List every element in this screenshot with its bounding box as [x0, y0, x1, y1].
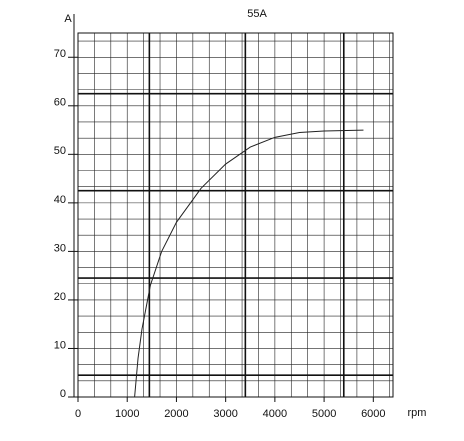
x-tick-label: 3000 — [213, 408, 237, 420]
y-tick-label: 70 — [54, 48, 66, 60]
y-tick-label: 0 — [60, 388, 66, 400]
x-axis-label: rpm — [408, 407, 427, 419]
y-axis-label: A — [64, 13, 72, 25]
y-tick-label: 40 — [54, 194, 66, 206]
y-tick-label: 60 — [54, 97, 66, 109]
y-tick-label: 10 — [54, 339, 66, 351]
chart-title: 55A — [247, 8, 267, 20]
plot-frame — [77, 32, 394, 398]
y-tick-label: 50 — [54, 145, 66, 157]
y-tick-label: 20 — [54, 291, 66, 303]
y-tick-label: 30 — [54, 242, 66, 254]
x-tick-label: 1000 — [115, 408, 139, 420]
x-tick-label: 4000 — [263, 408, 287, 420]
x-tick-label: 6000 — [361, 408, 385, 420]
x-tick-label: 5000 — [312, 408, 336, 420]
data-line — [134, 129, 364, 398]
x-tick-label: 0 — [75, 408, 81, 420]
x-tick-label: 2000 — [164, 408, 188, 420]
